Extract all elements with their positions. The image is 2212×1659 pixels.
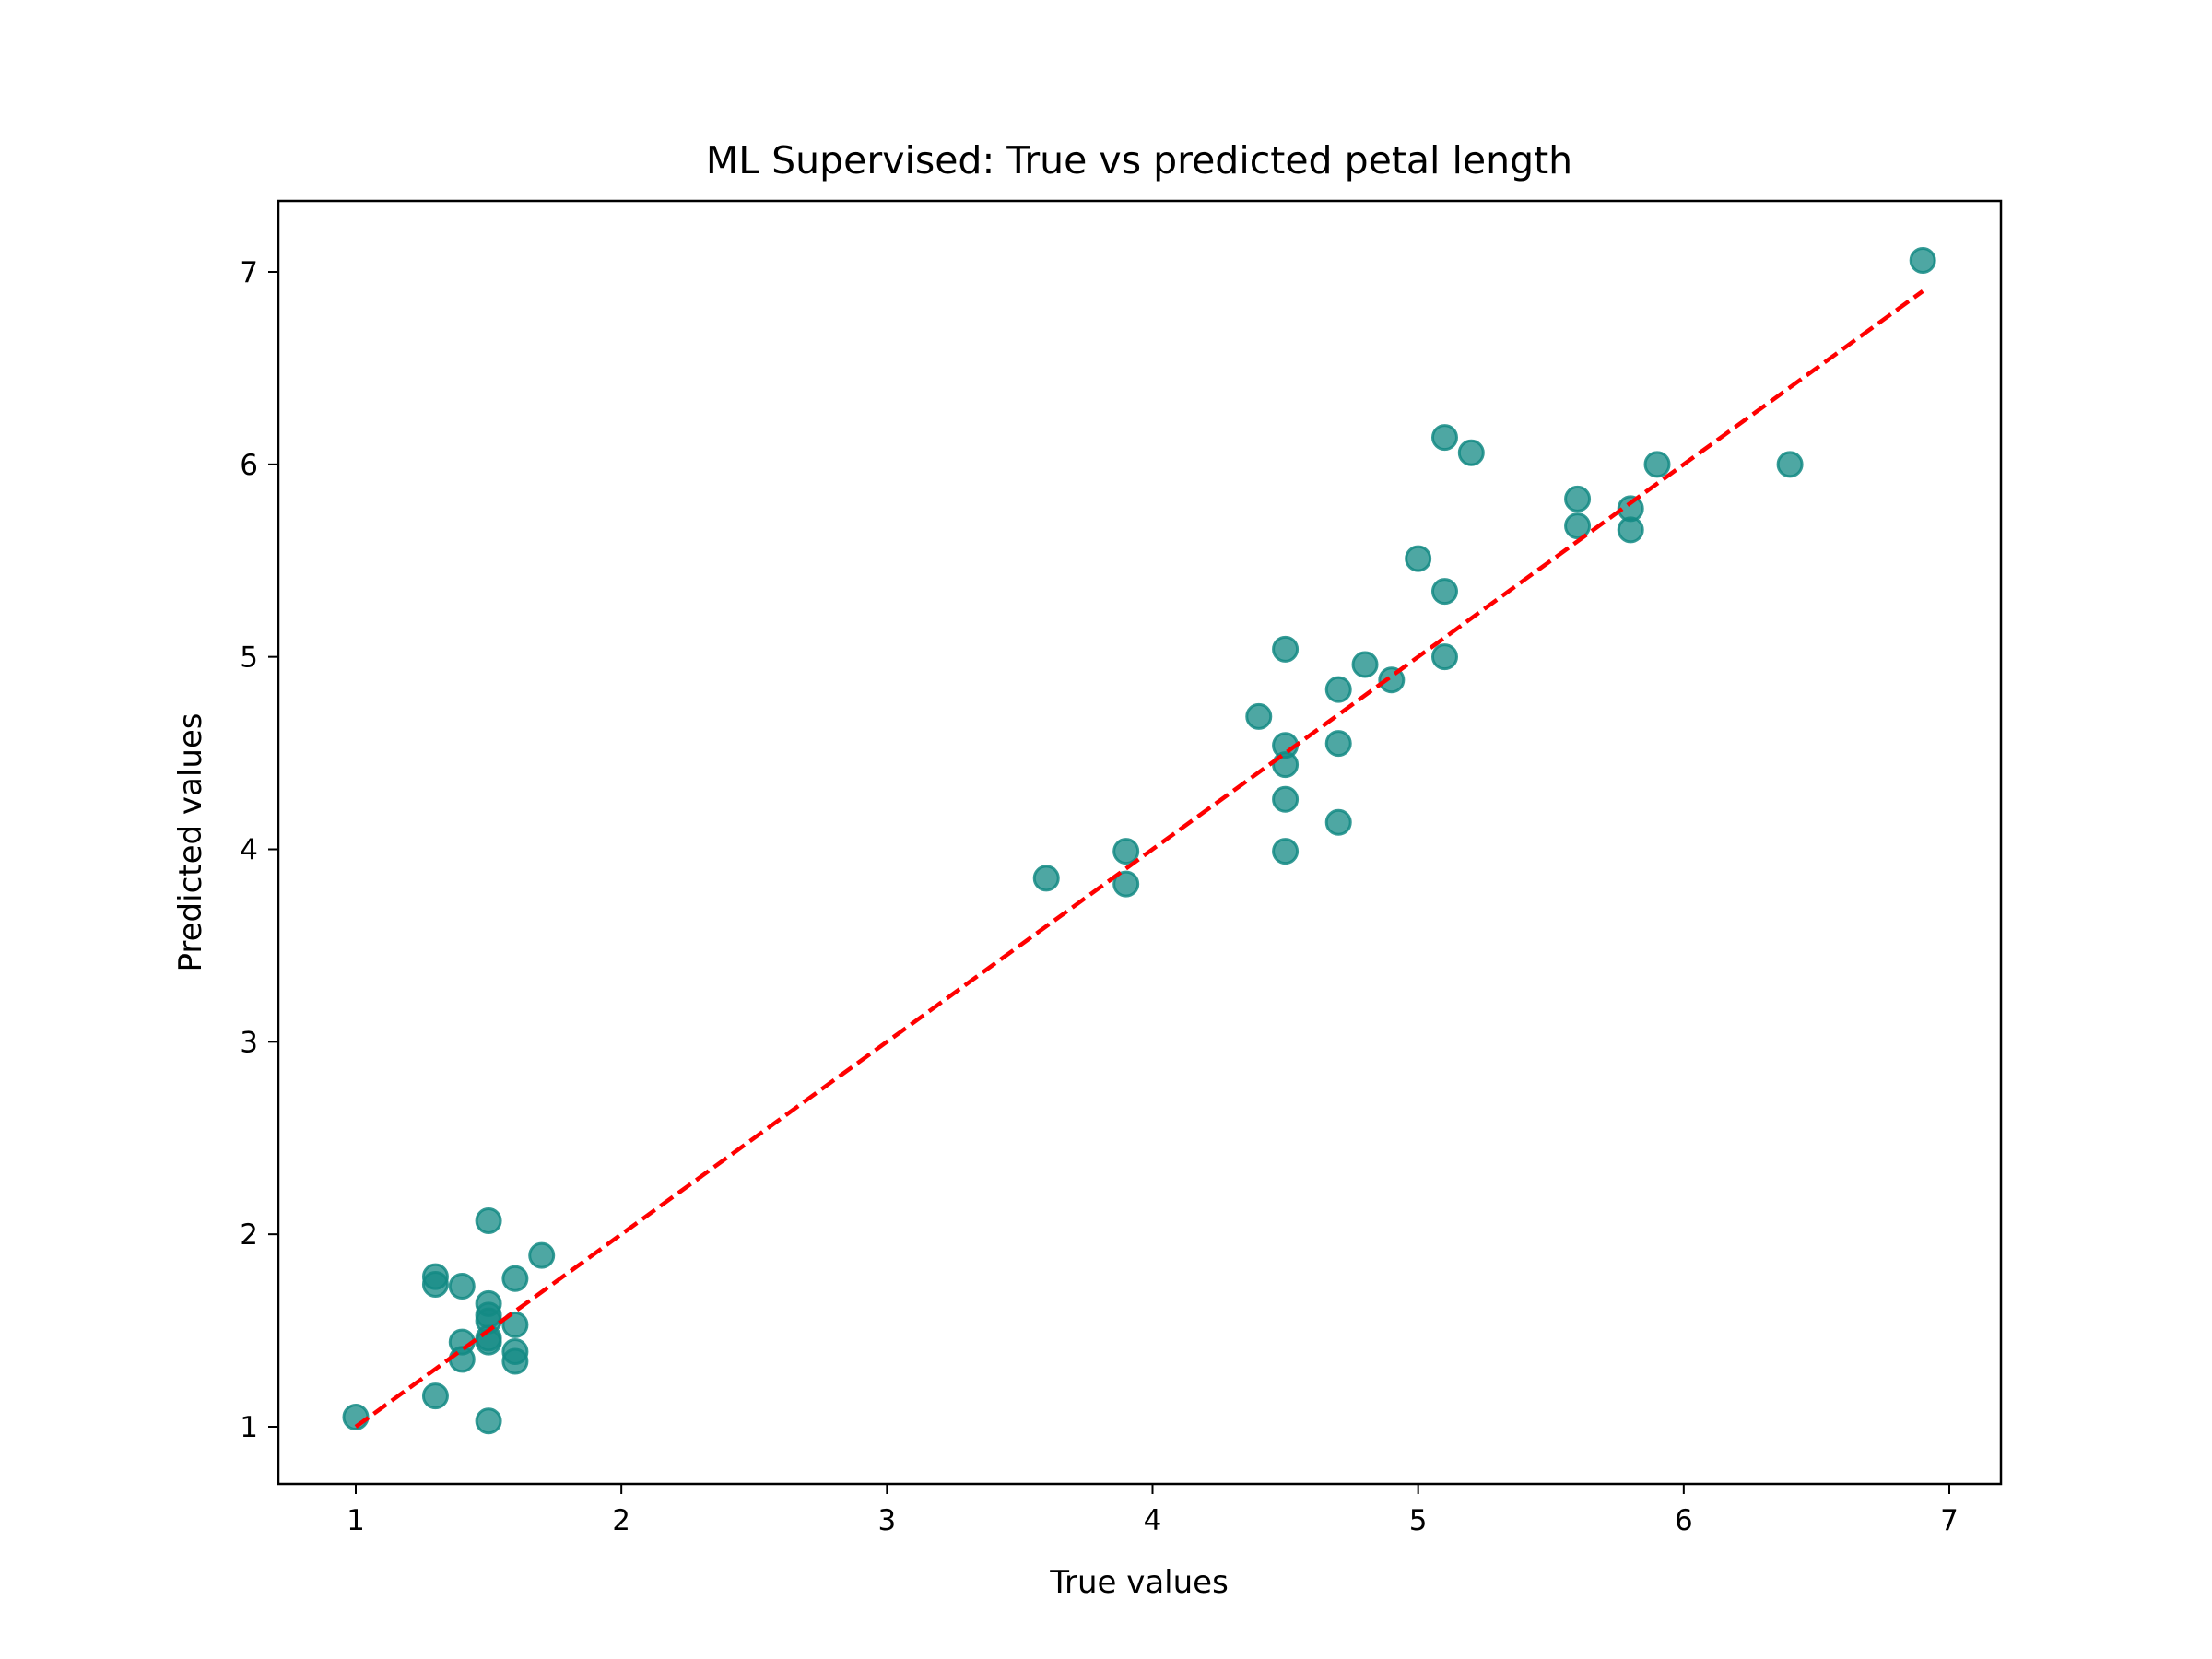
data-point-21 [1112, 870, 1140, 898]
data-point-39 [1564, 512, 1592, 540]
y-tick-label-4: 4 [240, 834, 258, 867]
chart-title: ML Supervised: True vs predicted petal l… [706, 138, 1572, 182]
y-tick-label-6: 6 [240, 449, 258, 482]
x-tick-label-3: 3 [877, 1504, 896, 1537]
data-point-29 [1324, 730, 1352, 758]
x-tick-label-1: 1 [347, 1504, 365, 1537]
data-point-19 [1032, 865, 1060, 892]
data-point-41 [1617, 516, 1644, 544]
data-point-26 [1272, 785, 1300, 813]
data-point-42 [1643, 451, 1671, 478]
data-point-43 [1776, 451, 1804, 478]
y-tick-label-1: 1 [240, 1411, 258, 1444]
x-tick-label-5: 5 [1409, 1504, 1428, 1537]
x-tick-label-6: 6 [1675, 1504, 1693, 1537]
data-point-17 [501, 1347, 529, 1375]
data-point-27 [1272, 838, 1300, 865]
data-point-2 [421, 1270, 449, 1298]
data-point-30 [1324, 808, 1352, 836]
axes-frame [276, 199, 2003, 1486]
data-point-7 [475, 1207, 502, 1235]
data-point-38 [1564, 485, 1592, 512]
y-tick-label-5: 5 [240, 641, 258, 675]
reference-line [354, 289, 1924, 1429]
y-tick-label-7: 7 [240, 256, 258, 289]
data-point-36 [1430, 643, 1458, 671]
data-point-31 [1351, 651, 1379, 678]
y-axis-label: Predicted values [172, 713, 209, 972]
data-point-13 [475, 1407, 502, 1435]
x-tick-label-2: 2 [612, 1504, 630, 1537]
data-point-35 [1430, 578, 1458, 606]
y-tick-label-3: 3 [240, 1026, 258, 1059]
data-point-18 [528, 1241, 556, 1269]
x-tick-label-4: 4 [1144, 1504, 1162, 1537]
data-point-34 [1430, 424, 1458, 452]
data-point-22 [1245, 702, 1273, 730]
x-axis-label: True values [1049, 1564, 1229, 1601]
data-point-15 [501, 1311, 529, 1338]
data-point-6 [448, 1346, 476, 1373]
data-point-20 [1112, 838, 1140, 865]
data-point-4 [448, 1273, 476, 1300]
data-point-28 [1324, 676, 1352, 703]
data-point-23 [1272, 635, 1300, 663]
data-point-37 [1457, 439, 1485, 466]
data-point-44 [1909, 246, 1936, 274]
data-point-25 [1272, 751, 1300, 779]
data-point-3 [421, 1382, 449, 1410]
data-point-14 [501, 1265, 529, 1292]
data-point-12 [475, 1328, 502, 1356]
data-point-33 [1405, 545, 1432, 572]
x-tick-label-7: 7 [1940, 1504, 1959, 1537]
y-tick-label-2: 2 [240, 1218, 258, 1252]
